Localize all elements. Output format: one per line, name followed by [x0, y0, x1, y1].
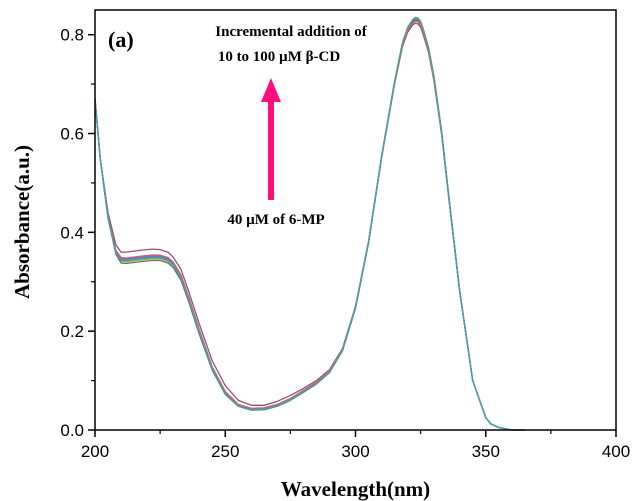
- axis-ticks: [88, 33, 617, 437]
- x-tick-label: 300: [341, 442, 369, 461]
- panel-label: (a): [108, 27, 134, 52]
- x-tick-label: 250: [211, 442, 239, 461]
- x-axis-title: Wavelength(nm): [281, 477, 430, 501]
- y-tick-label: 0.2: [60, 322, 84, 341]
- spectrum-line-9: [94, 17, 525, 431]
- tick-labels: 200 250 300 350 400 0.0 0.2 0.4 0.6 0.8: [60, 26, 630, 461]
- annotation-top-line2: 10 to 100 µM β-CD: [218, 49, 341, 65]
- up-arrow-icon: [261, 78, 281, 200]
- y-tick-label: 0.0: [60, 421, 84, 440]
- y-tick-label: 0.8: [60, 26, 84, 45]
- x-tick-label: 200: [81, 442, 109, 461]
- plot-frame: [94, 9, 617, 431]
- annotation-bottom: 40 µM of 6-MP: [227, 212, 324, 228]
- x-tick-label: 400: [602, 442, 630, 461]
- x-tick-label: 350: [472, 442, 500, 461]
- y-axis-title: Absorbance(a.u.): [10, 145, 34, 299]
- y-tick-label: 0.6: [60, 125, 84, 144]
- spectrum-curves: [94, 16, 525, 431]
- annotation-top-line1: Incremental addition of: [215, 24, 367, 40]
- y-tick-label: 0.4: [60, 223, 84, 242]
